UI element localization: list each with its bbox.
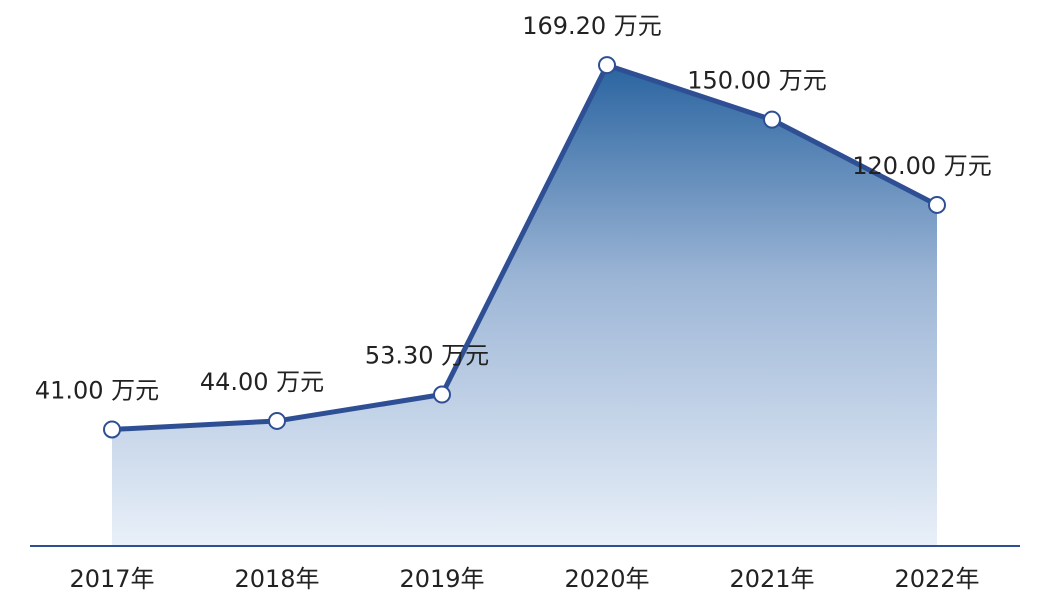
- value-label: 53.30 万元: [365, 342, 489, 370]
- marker: [433, 385, 451, 404]
- line: [111, 62, 939, 432]
- x-tick-label: 2019年: [399, 565, 484, 593]
- marker: [103, 420, 121, 439]
- x-tick-label: 2017年: [69, 565, 154, 593]
- x-tick-label: 2020年: [564, 565, 649, 593]
- x-tick-label: 2018年: [234, 565, 319, 593]
- marker: [268, 411, 286, 430]
- value-label: 44.00 万元: [200, 368, 324, 396]
- x-tick-label: 2021年: [729, 565, 814, 593]
- marker: [763, 110, 781, 129]
- value-label: 150.00 万元: [687, 67, 827, 95]
- value-label: 120.00 万元: [852, 152, 992, 180]
- marker: [598, 56, 616, 75]
- value-label: 169.20 万元: [522, 12, 662, 40]
- marker: [928, 195, 946, 214]
- area: [112, 65, 937, 547]
- value-label: 41.00 万元: [35, 376, 159, 404]
- x-tick-label: 2022年: [894, 565, 979, 593]
